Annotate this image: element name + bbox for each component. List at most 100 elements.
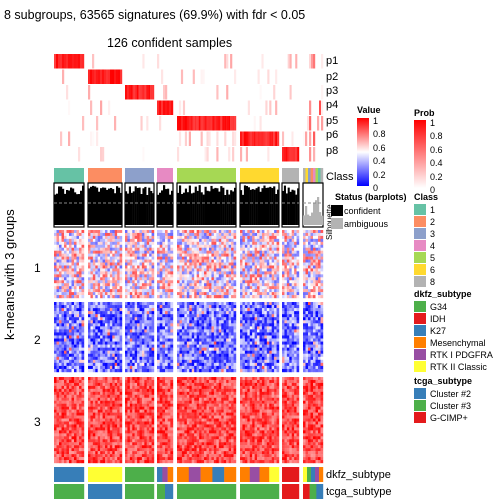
heatmap-cell	[249, 317, 253, 321]
heatmap-cell	[221, 329, 224, 333]
heatmap-cell	[167, 359, 171, 364]
heatmap-cell	[261, 320, 265, 324]
heatmap-cell	[100, 302, 103, 306]
heatmap-cell	[125, 256, 128, 260]
heatmap-cell	[289, 305, 292, 309]
heatmap-cell	[221, 368, 224, 373]
heatmap-cell	[179, 232, 183, 237]
heatmap-cell	[204, 365, 207, 370]
heatmap-cell	[102, 292, 106, 296]
silhouette-bar	[282, 190, 285, 225]
heatmap-cell	[54, 317, 57, 321]
heatmap-cell	[170, 259, 174, 263]
heatmap-cell	[305, 256, 309, 260]
heatmap-cell	[264, 338, 268, 342]
heatmap-cell	[191, 244, 195, 248]
heatmap-cell	[117, 326, 120, 330]
heatmap-cell	[88, 320, 91, 324]
heatmap-cell	[54, 365, 57, 370]
heatmap-cell	[294, 365, 297, 370]
heatmap-cell	[139, 308, 143, 312]
heatmap-cell	[92, 244, 96, 248]
heatmap-cell	[211, 302, 215, 306]
heatmap-cell	[206, 353, 210, 357]
heatmap-cell	[151, 359, 155, 364]
heatmap-cell	[184, 295, 188, 299]
heatmap-cell	[249, 277, 253, 281]
heatmap-cell	[294, 286, 297, 290]
heatmap-cell	[146, 362, 150, 367]
heatmap-cell	[310, 326, 314, 330]
heatmap-cell	[216, 232, 219, 237]
heatmap-cell	[61, 379, 65, 384]
heatmap-cell	[127, 283, 131, 287]
prob-cell	[275, 100, 278, 115]
silhouette-bar	[78, 194, 81, 225]
heatmap-cell	[170, 277, 174, 281]
silhouette-bar	[232, 191, 235, 225]
heatmap-cell	[264, 317, 268, 321]
heatmap-cell	[71, 388, 75, 393]
heatmap-cell	[310, 365, 314, 370]
prob-cell	[94, 69, 97, 84]
heatmap-cell	[261, 232, 265, 237]
heatmap-cell	[112, 280, 115, 284]
heatmap-cell	[117, 305, 120, 309]
heatmap-cell	[294, 256, 297, 260]
heatmap-cell	[114, 232, 118, 237]
heatmap-cell	[244, 268, 248, 272]
heatmap-cell	[228, 253, 232, 257]
heatmap-cell	[266, 241, 270, 245]
heatmap-cell	[177, 317, 180, 321]
heatmap-cell	[289, 289, 292, 293]
heatmap-cell	[282, 265, 285, 269]
heatmap-cell	[191, 302, 195, 306]
heatmap-cell	[127, 347, 131, 351]
heatmap-cell	[233, 332, 237, 336]
heatmap-cell	[88, 238, 91, 243]
prob-cell	[60, 54, 63, 69]
heatmap-cell	[257, 353, 260, 357]
heatmap-cell	[231, 368, 234, 373]
silhouette-bar	[289, 191, 292, 225]
heatmap-cell	[81, 232, 85, 237]
heatmap-cell	[313, 308, 316, 312]
heatmap-cell	[114, 241, 118, 245]
heatmap-cell	[66, 344, 70, 348]
heatmap-cell	[266, 286, 270, 290]
heatmap-cell	[119, 274, 123, 278]
heatmap-cell	[105, 347, 108, 351]
heatmap-cell	[81, 286, 85, 290]
heatmap-cell	[228, 292, 232, 296]
heatmap-cell	[109, 262, 113, 266]
heatmap-cell	[233, 365, 237, 370]
heatmap-cell	[141, 283, 145, 287]
heatmap-cell	[286, 308, 290, 312]
heatmap-cell	[240, 262, 243, 266]
heatmap-cell	[97, 238, 101, 243]
heatmap-cell	[76, 353, 80, 357]
heatmap-cell	[132, 344, 135, 348]
heatmap-cell	[144, 244, 147, 248]
heatmap-cell	[259, 259, 263, 263]
heatmap-cell	[264, 262, 268, 266]
heatmap-cell	[61, 344, 65, 348]
heatmap-cell	[261, 230, 265, 234]
prob-cell	[200, 116, 203, 131]
heatmap-cell	[179, 341, 183, 345]
heatmap-cell	[151, 311, 155, 315]
prob-cell	[88, 69, 91, 84]
heatmap-cell	[162, 332, 166, 336]
heatmap-cell	[221, 235, 224, 240]
prob-cell	[74, 54, 77, 69]
heatmap-cell	[76, 241, 80, 245]
heatmap-cell	[114, 323, 118, 327]
heatmap-cell	[252, 308, 255, 312]
heatmap-cell	[254, 320, 258, 324]
heatmap-cell	[74, 305, 77, 309]
heatmap-cell	[310, 274, 314, 278]
heatmap-cell	[69, 232, 72, 237]
heatmap-cell	[189, 259, 192, 263]
heatmap-cell	[186, 235, 190, 240]
heatmap-cell	[112, 289, 115, 293]
